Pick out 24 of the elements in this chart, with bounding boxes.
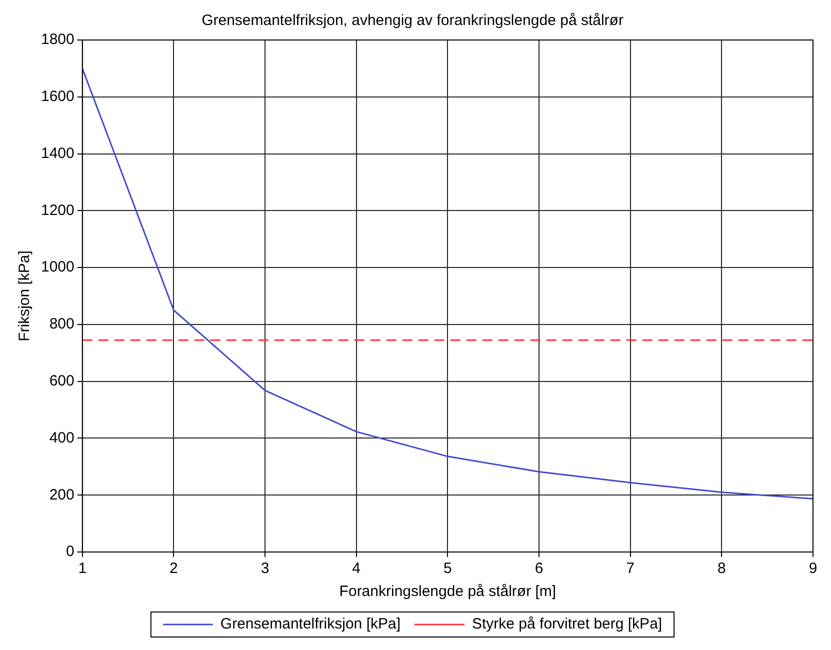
x-tick-label: 1	[78, 560, 87, 578]
y-tick-label: 600	[49, 372, 74, 390]
x-axis-title: Forankringslengde på stålrør [m]	[339, 583, 556, 600]
x-tick-label: 8	[718, 560, 726, 578]
y-tick-label: 1800	[40, 31, 74, 48]
y-tick-label: 800	[49, 316, 74, 333]
x-tick-label: 3	[260, 560, 270, 578]
y-tick-label: 200	[49, 486, 74, 504]
legend-label: Grensemantelfriksjon [kPa]	[220, 616, 400, 633]
chart-title: Grensemantelfriksjon, avhengig av forankringslengde på stålrør	[202, 12, 624, 30]
x-tick-label: 2	[170, 560, 178, 578]
y-tick-label: 1600	[40, 88, 74, 106]
y-tick-label: 1000	[40, 258, 74, 276]
x-tick-label: 6	[534, 560, 544, 578]
x-tick-label: 7	[626, 560, 635, 578]
legend-label: Styrke på forvitret berg [kPa]	[472, 616, 662, 633]
y-tick-label: 400	[49, 429, 74, 446]
x-tick-label: 5	[444, 560, 452, 578]
y-tick-label: 0	[66, 543, 74, 560]
y-tick-label: 1200	[40, 202, 74, 219]
y-tick-label: 1400	[40, 144, 74, 162]
x-tick-label: 4	[352, 560, 361, 578]
x-tick-label: 9	[808, 560, 818, 578]
y-axis-title: Friksjon [kPa]	[16, 250, 34, 342]
